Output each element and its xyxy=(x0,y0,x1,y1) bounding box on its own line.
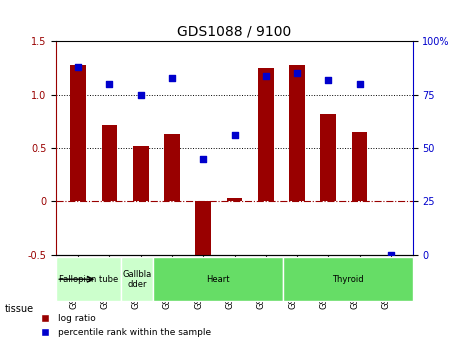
Point xyxy=(231,132,238,138)
Title: GDS1088 / 9100: GDS1088 / 9100 xyxy=(177,25,292,39)
Point xyxy=(262,73,270,78)
Point xyxy=(106,81,113,87)
Point xyxy=(356,81,363,87)
Text: Heart: Heart xyxy=(206,275,230,284)
FancyBboxPatch shape xyxy=(121,257,153,301)
Text: Fallopian tube: Fallopian tube xyxy=(59,275,118,284)
Point xyxy=(325,77,332,82)
Point xyxy=(137,92,144,98)
Text: Thyroid: Thyroid xyxy=(332,275,364,284)
FancyBboxPatch shape xyxy=(56,257,121,301)
FancyBboxPatch shape xyxy=(153,257,283,301)
Bar xyxy=(289,65,305,201)
Point xyxy=(293,71,301,76)
Bar xyxy=(258,68,273,201)
Point xyxy=(199,156,207,161)
Point xyxy=(168,75,176,80)
Bar xyxy=(133,146,149,201)
Text: tissue: tissue xyxy=(5,304,34,314)
Text: Gallbla
dder: Gallbla dder xyxy=(123,269,152,289)
Bar xyxy=(102,125,117,201)
Bar xyxy=(70,65,86,201)
Bar xyxy=(352,132,367,201)
Bar xyxy=(196,201,211,268)
Bar xyxy=(227,198,242,201)
Point xyxy=(75,64,82,70)
Legend: log ratio, percentile rank within the sample: log ratio, percentile rank within the sa… xyxy=(33,311,215,341)
Point xyxy=(387,252,394,258)
Bar xyxy=(164,134,180,201)
FancyBboxPatch shape xyxy=(283,257,413,301)
Bar xyxy=(320,114,336,201)
